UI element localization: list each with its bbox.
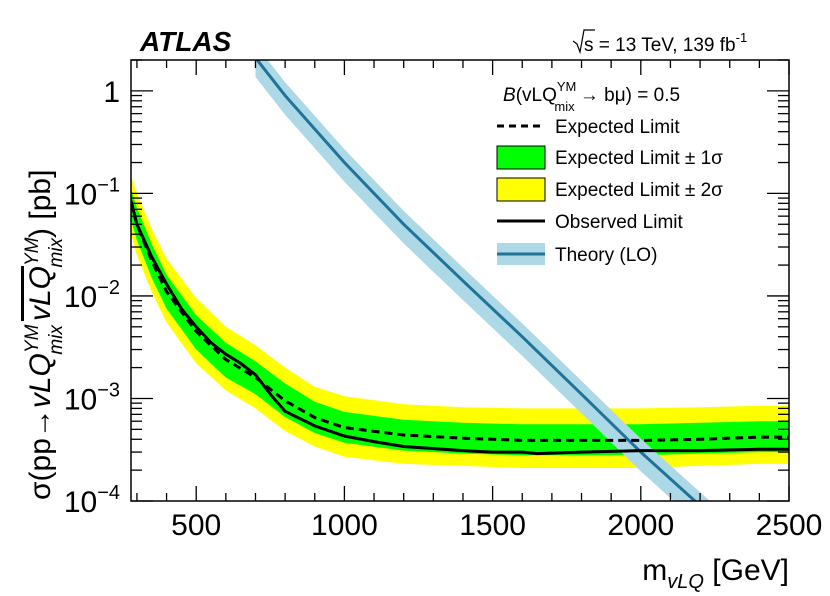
y-tick-label: 1 — [103, 76, 120, 109]
experiment-label: ATLAS — [139, 26, 232, 57]
theory-band — [255, 60, 710, 501]
energy-lumi-label: s = 13 TeV, 139 fb-1 — [572, 29, 747, 56]
expected-line — [131, 202, 789, 442]
axis-ticks: 500 1000 1500 2000 2500 1 10−1 10−2 10−3 10−4 — [64, 59, 823, 542]
legend-expected-label: Expected Limit — [555, 117, 680, 138]
energy-sup: -1 — [736, 30, 748, 45]
y-tick-label: 10−4 — [64, 482, 120, 519]
legend-band1-swatch — [496, 145, 546, 170]
sqrt-icon — [572, 29, 595, 55]
legend-theory-label: Theory (LO) — [555, 245, 657, 266]
energy-text: = 13 TeV, 139 fb — [594, 35, 736, 56]
legend-band2-label: Expected Limit ± 2σ — [555, 180, 723, 201]
y-axis-title: σ(pp→vLQYM mixvLQYM mix) [pb] — [22, 170, 67, 500]
x-tick-label: 1500 — [459, 509, 526, 542]
legend-band1-label: Expected Limit ± 1σ — [555, 148, 723, 169]
y-tick-label: 10−3 — [64, 379, 120, 416]
legend-title: B(vLQYM mix → bμ) = 0.5 — [503, 79, 680, 114]
legend: B(vLQYM mix → bμ) = 0.5 Expected Limit Ex… — [496, 79, 723, 266]
observed-line — [131, 200, 789, 456]
energy-s: s — [584, 35, 594, 56]
y-tick-label: 10−2 — [64, 277, 120, 314]
theory-line — [255, 60, 698, 501]
svg-text:s = 13 TeV, 139 fb-1: s = 13 TeV, 139 fb-1 — [584, 30, 747, 56]
plot-frame — [130, 59, 790, 502]
x-axis-title: mvLQ [GeV] — [642, 554, 789, 593]
legend-observed-label: Observed Limit — [555, 212, 683, 233]
band-1sigma — [131, 189, 789, 456]
y-tick-label: 10−1 — [64, 174, 120, 211]
x-tick-label: 2000 — [607, 509, 674, 542]
plot-area — [131, 60, 789, 501]
x-tick-label: 1000 — [311, 509, 378, 542]
x-tick-label: 2500 — [756, 509, 823, 542]
legend-band2-swatch — [496, 177, 546, 202]
x-tick-label: 500 — [171, 509, 221, 542]
